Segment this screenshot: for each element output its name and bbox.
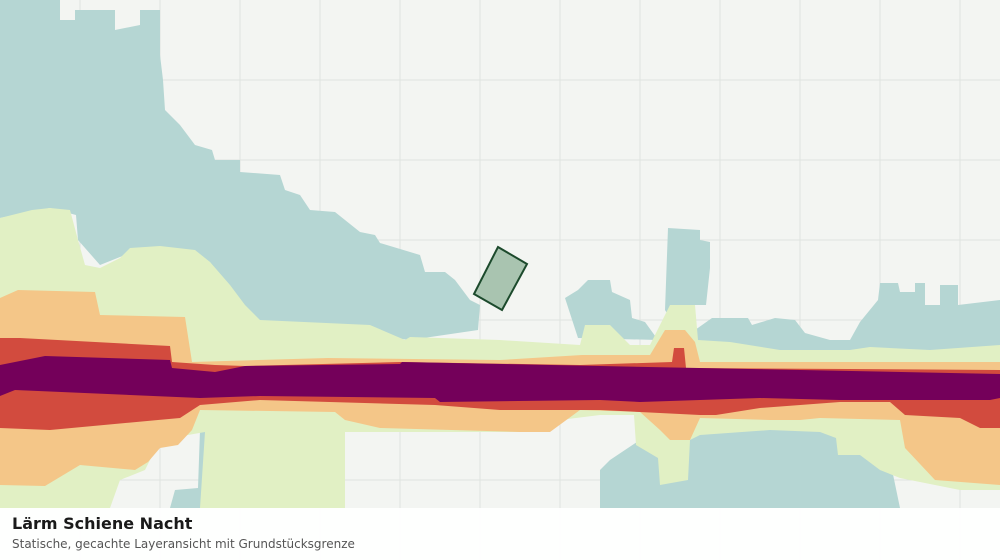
layer-subtitle: Statische, gecachte Layeransicht mit Gru…: [12, 537, 355, 551]
footer-panel: [0, 508, 1000, 560]
layer-title: Lärm Schiene Nacht: [12, 514, 193, 533]
parcel-boundary[interactable]: [472, 245, 529, 312]
noise-zone-medium: [0, 208, 1000, 508]
noise-zone-very-high: [0, 356, 1000, 402]
